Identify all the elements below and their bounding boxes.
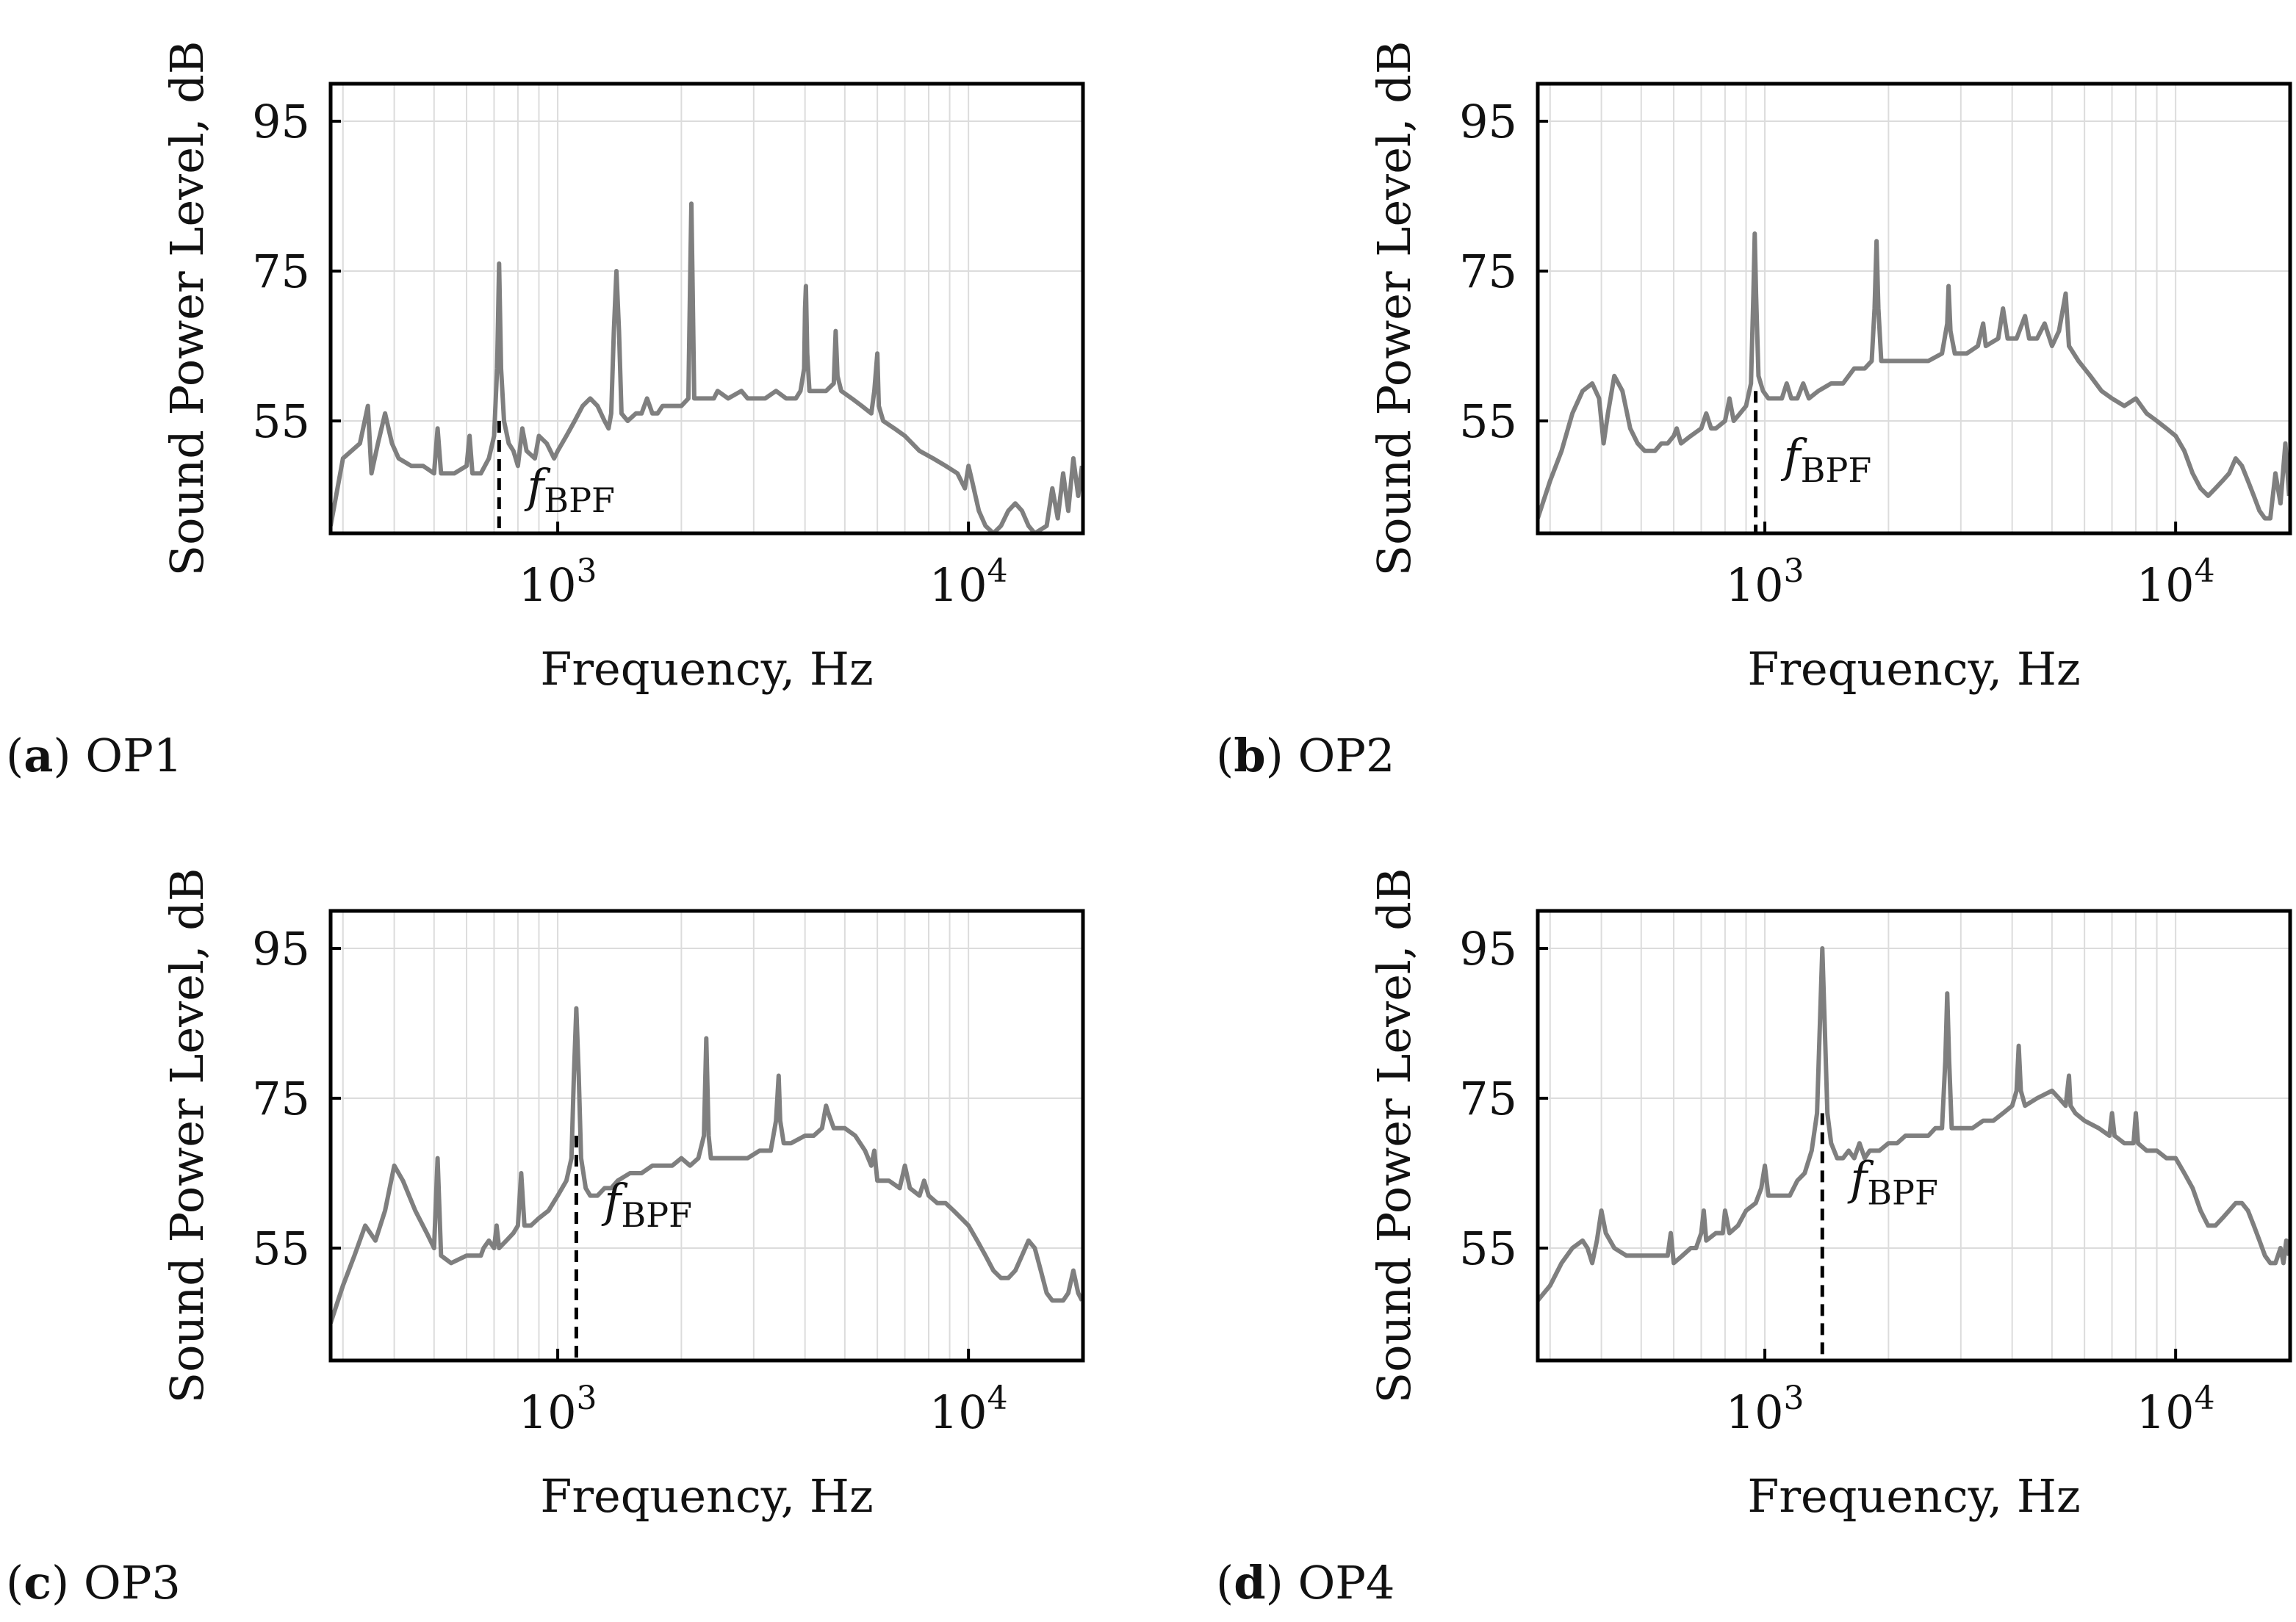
x-tick-base: 10 [1726,558,1784,612]
series-line-op3 [331,1006,1083,1324]
x-tick-labels: 103 104 [519,1349,1008,1439]
y-tick-label: 95 [1459,95,1517,148]
x-tick-label: 104 [929,552,1008,612]
panel-caption: (d) OP4 [1216,1556,1394,1610]
grid-lines [1538,911,2290,1360]
y-tick-labels: 55 75 95 [252,922,341,1275]
x-tick-base: 10 [519,558,577,612]
y-tick-labels: 55 75 95 [252,95,341,448]
y-tick-label: 55 [252,394,310,448]
x-tick-label: 104 [2137,552,2215,612]
panel-caption: (a) OP1 [6,729,182,782]
x-tick-labels: 103 104 [519,522,1008,612]
x-tick-labels: 103 104 [1726,1349,2215,1439]
y-tick-labels: 55 75 95 [1459,95,1548,448]
plot-frame [328,82,1085,536]
panel-caption: (b) OP2 [1216,729,1394,782]
y-tick-label: 55 [252,1222,310,1275]
y-tick-label: 75 [1459,1072,1517,1125]
y-tick-label: 95 [1459,922,1517,976]
plot-frame [1536,909,2292,1363]
y-tick-label: 95 [252,922,310,976]
x-tick-base: 10 [1726,1385,1784,1439]
bpf-label: fBPF [1847,1151,1938,1212]
x-tick-exponent: 4 [2195,1380,2215,1417]
x-tick-base: 10 [929,1385,987,1439]
bpf-label: fBPF [601,1174,692,1235]
series-line-op2 [1538,231,2290,521]
x-tick-base: 10 [2137,558,2195,612]
y-tick-label: 75 [252,245,310,298]
grid-lines [1538,84,2290,533]
x-tick-labels: 103 104 [1726,522,2215,612]
x-axis-title: Frequency, Hz [1747,642,2080,696]
x-tick-exponent: 4 [987,1380,1008,1417]
x-tick-label: 103 [1726,552,1804,612]
x-tick-exponent: 3 [577,1380,597,1417]
x-axis-title: Frequency, Hz [1747,1469,2080,1523]
y-axis-title: Sound Power Level, dB [1367,868,1421,1404]
x-tick-label: 104 [2137,1380,2215,1439]
y-axis-title: Sound Power Level, dB [160,41,214,577]
panel-caption: (c) OP3 [6,1556,181,1610]
series-line-op4 [1538,946,2290,1302]
y-tick-labels: 55 75 95 [1459,922,1548,1275]
series-line-op1 [331,201,1083,533]
x-tick-base: 10 [929,558,987,612]
bpf-label: fBPF [524,459,615,520]
plot-frame [1536,82,2292,536]
y-axis-title: Sound Power Level, dB [1367,41,1421,577]
x-tick-label: 103 [519,552,597,612]
grid-lines [331,84,1083,533]
bpf-label: fBPF [1781,429,1872,490]
x-tick-label: 104 [929,1380,1008,1439]
x-axis-title: Frequency, Hz [540,642,873,696]
plot-frame [328,909,1085,1363]
x-tick-exponent: 3 [577,552,597,590]
y-tick-label: 75 [1459,245,1517,298]
y-axis-title: Sound Power Level, dB [160,868,214,1404]
x-tick-exponent: 4 [987,552,1008,590]
x-tick-exponent: 3 [1784,552,1804,590]
x-tick-base: 10 [2137,1385,2195,1439]
x-tick-exponent: 3 [1784,1380,1804,1417]
y-tick-label: 75 [252,1072,310,1125]
x-tick-base: 10 [519,1385,577,1439]
y-tick-label: 55 [1459,394,1517,448]
x-tick-exponent: 4 [2195,552,2215,590]
y-tick-label: 55 [1459,1222,1517,1275]
x-axis-title: Frequency, Hz [540,1469,873,1523]
x-tick-label: 103 [1726,1380,1804,1439]
x-tick-label: 103 [519,1380,597,1439]
y-tick-label: 95 [252,95,310,148]
